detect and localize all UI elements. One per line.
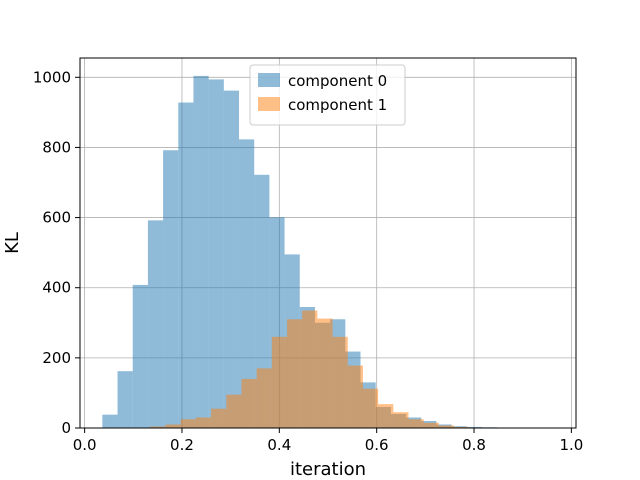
histogram-bar-component-0 [239,139,255,428]
histogram-bar-component-1 [423,422,439,428]
histogram-bar-component-1 [302,310,318,428]
histogram-bar-component-0 [163,150,179,428]
x-tick-label: 0.6 [365,436,389,454]
legend-label-component-1: component 1 [288,96,387,114]
y-axis-label: KL [2,232,23,254]
histogram-bar-component-1 [271,336,288,428]
histogram-bar-component-0 [102,414,118,428]
legend-label-component-0: component 0 [288,72,387,90]
histogram-bar-component-0 [208,79,224,428]
histogram-bar-component-1 [317,318,333,428]
histogram-bar-component-1 [226,394,242,428]
histogram-bar-component-1 [165,424,181,428]
histogram-bar-component-1 [378,404,394,428]
y-tick-label: 800 [42,138,71,156]
histogram-bar-component-0 [178,102,194,428]
histogram-bar-component-1 [256,368,272,428]
histogram-bar-component-0 [147,220,164,428]
x-tick-label: 0.4 [267,436,291,454]
histogram-bar-component-0 [117,371,133,428]
histogram-bar-component-1 [195,417,212,428]
histogram-bar-component-1 [408,419,424,428]
legend-swatch-component-0 [258,73,280,87]
y-tick-label: 400 [42,279,71,297]
histogram-bar-component-1 [180,419,196,428]
histogram-bar-component-1 [287,319,303,428]
histogram-bar-component-0 [254,174,270,428]
x-tick-label: 0.0 [73,436,97,454]
y-tick-label: 0 [61,419,71,437]
plot-frame [79,57,577,429]
histogram-bar-component-1 [393,412,409,428]
histogram-bar-component-0 [132,284,148,428]
x-tick-label: 1.0 [559,436,583,454]
histogram-bar-component-0 [223,90,240,428]
legend-swatch-component-1 [258,97,280,111]
histogram-bar-component-0 [193,75,209,428]
histogram-bar-component-1 [438,425,455,428]
histogram-bar-component-1 [150,426,166,428]
histogram-bar-component-1 [211,408,227,428]
histogram-bar-component-1 [241,378,257,428]
histogram-bar-component-1 [332,336,348,428]
legend-box [249,64,406,126]
y-tick-label: 1000 [33,68,71,86]
y-tick-label: 600 [42,209,71,227]
bars [102,75,498,428]
ticks: 0.0 0.2 0.4 0.6 0.8 1.0 0 200 400 600 800 1000 [33,68,583,454]
y-tick-label: 200 [42,349,71,367]
x-axis-label: iteration [290,459,366,480]
histogram-bar-component-1 [362,388,379,428]
legend: component 0 component 1 [249,64,406,126]
histogram-bar-component-1 [454,426,470,428]
x-tick-label: 0.8 [462,436,486,454]
histogram-bar-component-1 [347,365,363,428]
histogram-bar-component-0 [466,426,483,428]
x-tick-label: 0.2 [170,436,194,454]
